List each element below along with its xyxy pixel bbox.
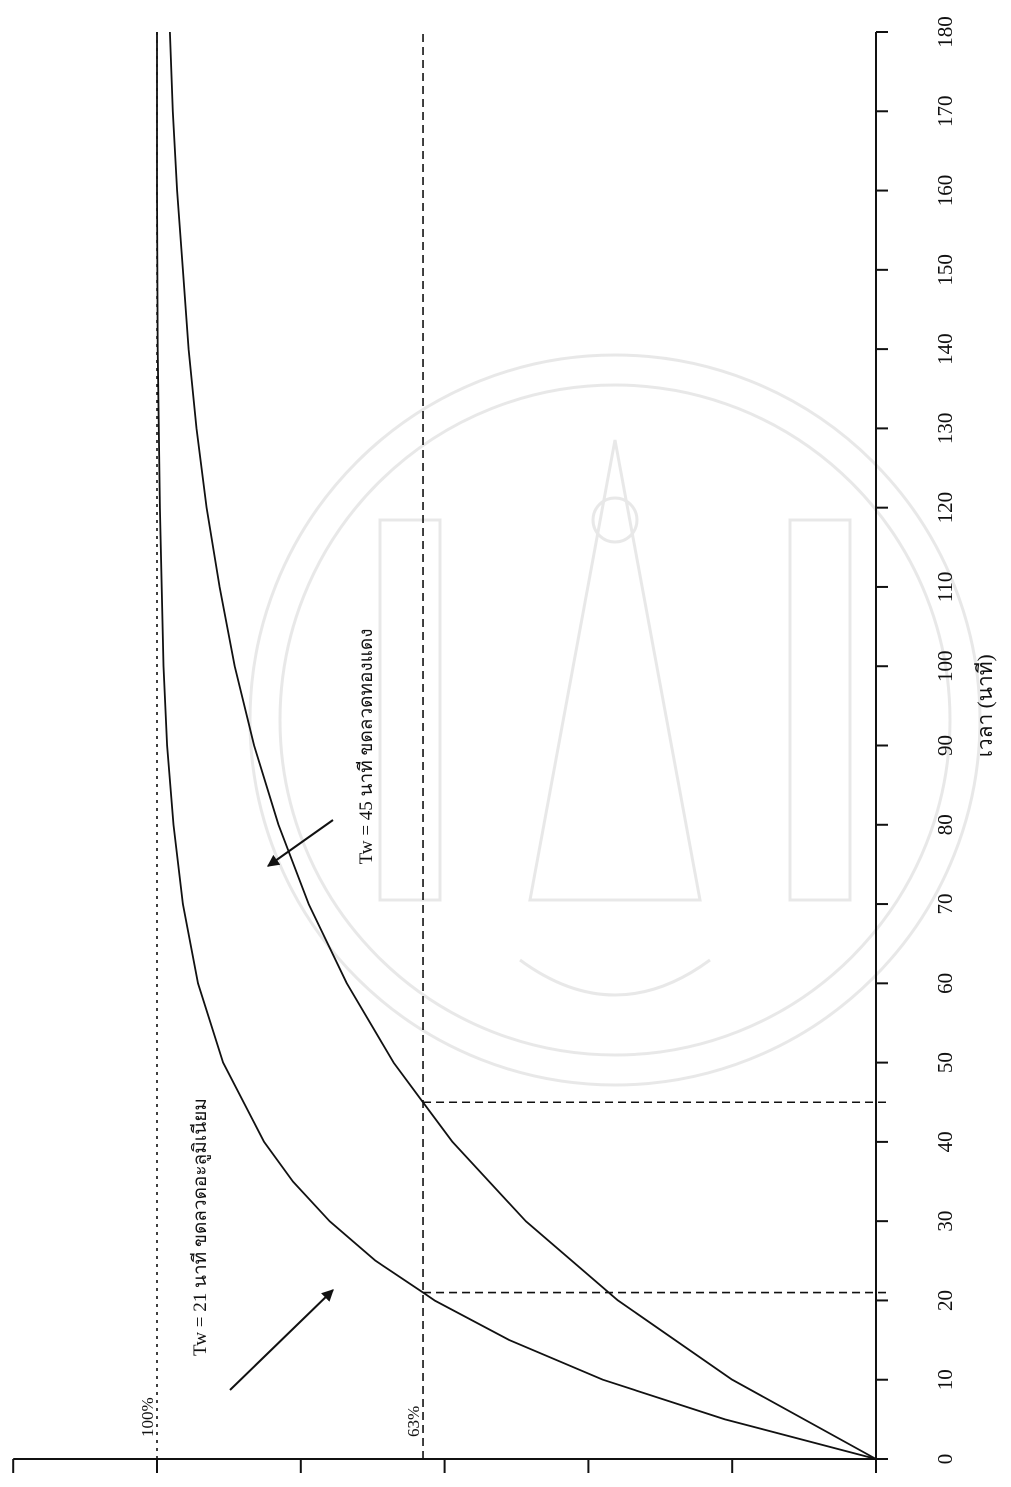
series-line-2 xyxy=(169,31,877,1460)
time-tick-label: 180 xyxy=(933,16,957,48)
time-tick-label: 70 xyxy=(933,894,957,915)
time-tick-label: 150 xyxy=(933,254,957,286)
time-tick-label: 100 xyxy=(933,650,957,682)
time-tick-label: 110 xyxy=(933,572,957,603)
time-tick-label: 170 xyxy=(933,96,957,128)
annotation-1: Tw = 21 นาที ขดลวดอะลูมิเนียม xyxy=(189,1098,211,1356)
axes xyxy=(12,31,888,1473)
x-axis-label: เวลา (นาที) xyxy=(973,654,997,757)
time-tick-label: 80 xyxy=(933,814,957,835)
time-tick-label: 120 xyxy=(933,492,957,523)
ref-line-label: 63% xyxy=(404,1406,423,1437)
time-tick-label: 130 xyxy=(933,413,957,445)
time-tick-label: 10 xyxy=(933,1369,957,1390)
reference-lines: 100% 63% xyxy=(138,32,886,1459)
annotation-2: Tw = 45 นาที ขดลวดทองแดง xyxy=(355,628,377,864)
time-tick-label: 60 xyxy=(933,973,957,994)
time-tick-label: 30 xyxy=(933,1211,957,1232)
series-line-1 xyxy=(156,32,877,1460)
time-tick-label: 160 xyxy=(933,175,957,207)
watermark-seal-icon xyxy=(248,353,982,1087)
time-tick-label: 40 xyxy=(933,1131,957,1152)
time-tick-label: 90 xyxy=(933,735,957,756)
annotation-arrow-1 xyxy=(229,1289,334,1391)
tick-labels: 0 10 20 30 40 50 60 70 80 90 100 110 120 130 140 150 160… xyxy=(933,16,997,1464)
annotation-arrow-2 xyxy=(267,819,334,867)
series-layer xyxy=(156,31,877,1460)
time-tick-label: 50 xyxy=(933,1052,957,1073)
annotations: Tw = 21 นาที ขดลวดอะลูมิเนียม Tw = 45 นาท… xyxy=(189,628,377,1391)
time-tick-label: 0 xyxy=(933,1454,957,1465)
ref-line-label: 100% xyxy=(138,1397,157,1437)
time-tick-label: 140 xyxy=(933,333,957,365)
time-tick-label: 20 xyxy=(933,1290,957,1311)
